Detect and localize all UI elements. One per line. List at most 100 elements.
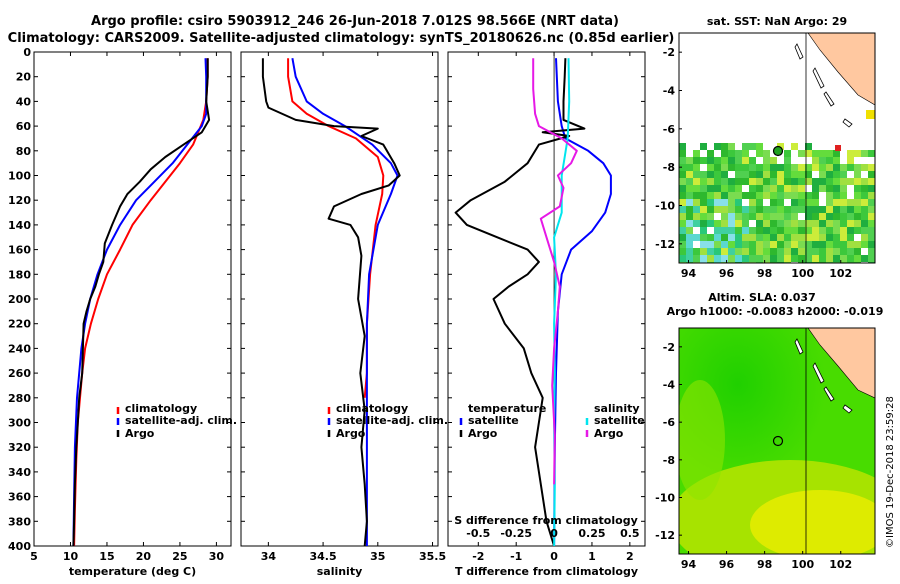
sst-map-axes: 94 96 98 100 102 -2 -4 -6 -8 -10 -12 (655, 46, 852, 280)
sst-pixel (693, 171, 700, 178)
sst-pixel (854, 164, 861, 171)
sst-pixel (749, 213, 756, 220)
sst-pixel (714, 199, 721, 206)
plot-frame (447, 51, 646, 547)
sst-pixel (819, 185, 826, 192)
sst-pixel (686, 164, 693, 171)
sst-pixel (714, 220, 721, 227)
sst-pixel (763, 185, 770, 192)
sst-pixel (679, 171, 686, 178)
sst-pixel (826, 213, 833, 220)
sst-pixel (791, 220, 798, 227)
sst-pixel (833, 234, 840, 241)
legend-argo: Argo (336, 427, 366, 440)
sst-pixel (777, 192, 784, 199)
sst-pixel (812, 248, 819, 255)
sst-pixel (707, 248, 714, 255)
sst-pixel (728, 241, 735, 248)
island-shape (842, 118, 853, 128)
sst-pixel (756, 143, 763, 150)
sumatra-land (807, 328, 875, 399)
sst-pixel (819, 157, 826, 164)
y-tick-label: 80 (16, 145, 32, 158)
sst-pixel (756, 255, 763, 262)
sst-pixel (728, 220, 735, 227)
x-tick-label: 25 (172, 550, 187, 563)
sst-pixel (742, 241, 749, 248)
sst-pixel (721, 234, 728, 241)
sst-pixel (763, 178, 770, 185)
sst-pixel (770, 234, 777, 241)
sst-pixel (749, 192, 756, 199)
sst-pixel (791, 255, 798, 262)
sst-pixel (868, 192, 875, 199)
sst-pixel (791, 234, 798, 241)
sst-pixel (868, 199, 875, 206)
sst-pixel (714, 164, 721, 171)
sst-pixel (826, 206, 833, 213)
argo-position-marker (772, 435, 784, 447)
sst-pixel (840, 178, 847, 185)
x-tick-label: 15 (99, 550, 114, 563)
sst-pixel (868, 255, 875, 262)
y-tick-label: 200 (8, 293, 31, 306)
sst-pixel (735, 241, 742, 248)
map-x-tick-label: 100 (791, 267, 814, 280)
sst-pixel (868, 171, 875, 178)
sla-high-anomaly-inner (750, 490, 875, 554)
sst-pixel (819, 213, 826, 220)
sst-pixel (819, 150, 826, 157)
sst-pixel (847, 220, 854, 227)
sst-pixel (805, 213, 812, 220)
sst-pixel (679, 220, 686, 227)
sst-pixel (707, 185, 714, 192)
sst-pixel (854, 206, 861, 213)
legend-t-argo: Argo (468, 427, 498, 440)
sst-pixel (763, 206, 770, 213)
sst-pixel (735, 164, 742, 171)
map-y-tick-label: -2 (663, 46, 675, 59)
sst-pixel (749, 227, 756, 234)
plot-frame (240, 51, 439, 547)
sst-pixel (847, 157, 854, 164)
sst-pixel (679, 150, 686, 157)
sst-pixel (763, 255, 770, 262)
sst-pixel (714, 227, 721, 234)
sst-pixel (833, 171, 840, 178)
x-tick-label: 0 (550, 550, 558, 563)
legend-argo: Argo (125, 427, 155, 440)
sst-pixel (679, 185, 686, 192)
sst-pixel (777, 213, 784, 220)
x-axis-label: salinity (317, 565, 363, 578)
sst-pixel (700, 255, 707, 262)
sst-pixel (728, 206, 735, 213)
sst-pixel (826, 157, 833, 164)
sst-pixel (861, 150, 868, 157)
sst-pixel (700, 199, 707, 206)
sst-pixel (742, 171, 749, 178)
map-y-tick-label: -10 (655, 492, 675, 505)
map-x-tick-label: 96 (719, 267, 735, 280)
sst-pixel (805, 178, 812, 185)
sst-pixel (868, 234, 875, 241)
sst-pixel (686, 206, 693, 213)
x-tick-label: 5 (30, 550, 38, 563)
sst-pixel (805, 171, 812, 178)
sst-pixel (728, 199, 735, 206)
sst-pixel (728, 185, 735, 192)
sst-pixel (714, 234, 721, 241)
series-satellite-adj-clim- (291, 58, 399, 546)
sst-pixel (805, 234, 812, 241)
sla-title-2: Argo h1000: -0.0083 h2000: -0.019 (667, 305, 884, 318)
sst-pixel (812, 178, 819, 185)
sst-pixel (763, 213, 770, 220)
sst-pixel (742, 178, 749, 185)
sst-pixel (742, 157, 749, 164)
legend-climatology: climatology (336, 402, 408, 415)
sst-pixel (742, 150, 749, 157)
title-line-1: Argo profile: csiro 5903912_246 26-Jun-2… (91, 14, 619, 29)
sst-pixel (812, 227, 819, 234)
sst-pixel (686, 241, 693, 248)
sst-pixel (819, 164, 826, 171)
sst-pixel (812, 206, 819, 213)
